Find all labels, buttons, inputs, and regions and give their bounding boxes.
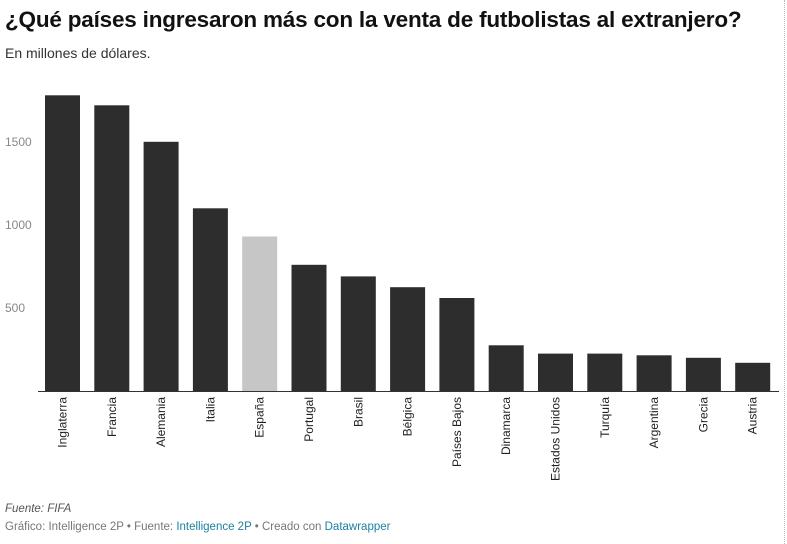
y-axis-ticks: 500 1000 1500 xyxy=(5,135,32,315)
x-tick-brasil: Brasil xyxy=(351,397,365,427)
x-tick-espana: España xyxy=(253,397,267,438)
x-tick-dinamarca: Dinamarca xyxy=(499,397,513,455)
bar-turquia[interactable] xyxy=(587,353,623,391)
bar-estados-unidos[interactable] xyxy=(538,353,573,391)
bars xyxy=(45,95,771,392)
chart-subtitle: En millones de dólares. xyxy=(5,45,151,61)
bar-brasil[interactable] xyxy=(340,276,376,391)
bar-italia[interactable] xyxy=(192,208,228,391)
bar-argentina[interactable] xyxy=(636,355,672,391)
bar-grecia[interactable] xyxy=(685,357,721,391)
source-note: Fuente: FIFA xyxy=(5,503,72,515)
x-tick-paises-bajos: Países Bajos xyxy=(450,397,464,467)
bar-portugal[interactable] xyxy=(291,264,327,391)
chart-title: ¿Qué países ingresaron más con la venta … xyxy=(5,7,742,32)
x-tick-alemania: Alemania xyxy=(154,397,168,447)
bar-francia[interactable] xyxy=(94,105,130,392)
page-right-border xyxy=(784,0,785,544)
x-tick-austria: Austria xyxy=(746,397,760,435)
credit-line: Gráfico: Intelligence 2P • Fuente: Intel… xyxy=(5,521,390,533)
x-tick-italia: Italia xyxy=(203,397,217,423)
credit-prefix: Gráfico: Intelligence 2P • Fuente: xyxy=(5,521,177,533)
bar-alemania[interactable] xyxy=(143,141,179,391)
bar-belgica[interactable] xyxy=(390,287,426,391)
x-tick-turquia: Turquía xyxy=(598,397,612,438)
bar-paises-bajos[interactable] xyxy=(439,298,475,391)
y-tick-1500: 1500 xyxy=(5,135,32,149)
bar-inglaterra[interactable] xyxy=(45,95,80,392)
source-link[interactable]: Intelligence 2P xyxy=(176,521,252,533)
x-tick-grecia: Grecia xyxy=(696,397,710,433)
credit-middle: • Creado con xyxy=(251,521,325,533)
bar-austria[interactable] xyxy=(735,362,771,391)
y-tick-1000: 1000 xyxy=(5,218,32,232)
x-tick-portugal: Portugal xyxy=(302,397,316,442)
bar-dinamarca[interactable] xyxy=(488,345,524,391)
x-tick-argentina: Argentina xyxy=(647,397,661,449)
x-axis-ticks: Inglaterra Francia Alemania Italia España Por… xyxy=(56,397,760,481)
x-tick-francia: Francia xyxy=(105,397,119,437)
x-tick-estados-unidos: Estados Unidos xyxy=(549,397,563,481)
bar-chart: 500 1000 1500 Inglaterra Francia Alemania Ita… xyxy=(5,95,779,481)
y-tick-500: 500 xyxy=(5,301,25,315)
datawrapper-link[interactable]: Datawrapper xyxy=(324,521,391,533)
x-tick-inglaterra: Inglaterra xyxy=(56,397,70,448)
x-tick-belgica: Bélgica xyxy=(401,397,415,437)
bar-espana[interactable] xyxy=(242,236,278,392)
